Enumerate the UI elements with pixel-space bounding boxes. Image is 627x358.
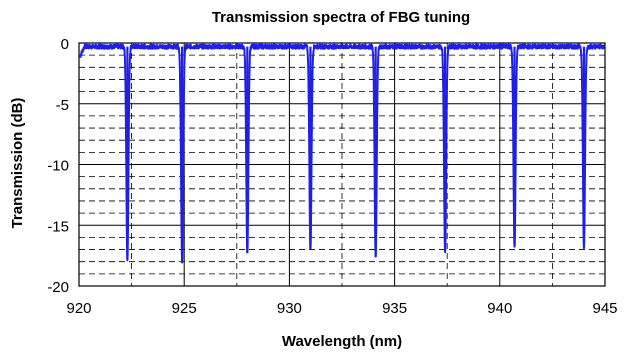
chart-title: Transmission spectra of FBG tuning xyxy=(212,9,470,26)
y-tick-label: -20 xyxy=(47,279,69,296)
x-tick-label: 925 xyxy=(172,300,197,317)
y-tick-label: -10 xyxy=(47,158,69,175)
series-layer xyxy=(79,43,605,264)
x-tick-label: 920 xyxy=(66,300,91,317)
x-tick-label: 945 xyxy=(592,300,617,317)
plot-frame xyxy=(78,42,606,287)
x-tick-label: 940 xyxy=(487,300,512,317)
grid-layer xyxy=(78,42,606,287)
y-tick-label: -15 xyxy=(47,218,69,235)
x-axis-label: Wavelength (nm) xyxy=(282,333,402,350)
axis-layer: 0 -5 -10 -15 -20 920 925 930 935 940 945 xyxy=(47,36,617,317)
x-tick-label: 930 xyxy=(277,300,302,317)
y-tick-label: -5 xyxy=(56,97,69,114)
x-tick-label: 935 xyxy=(382,300,407,317)
y-axis-label: Transmission (dB) xyxy=(9,98,26,229)
y-tick-label: 0 xyxy=(61,36,69,53)
transmission-line xyxy=(79,43,605,264)
